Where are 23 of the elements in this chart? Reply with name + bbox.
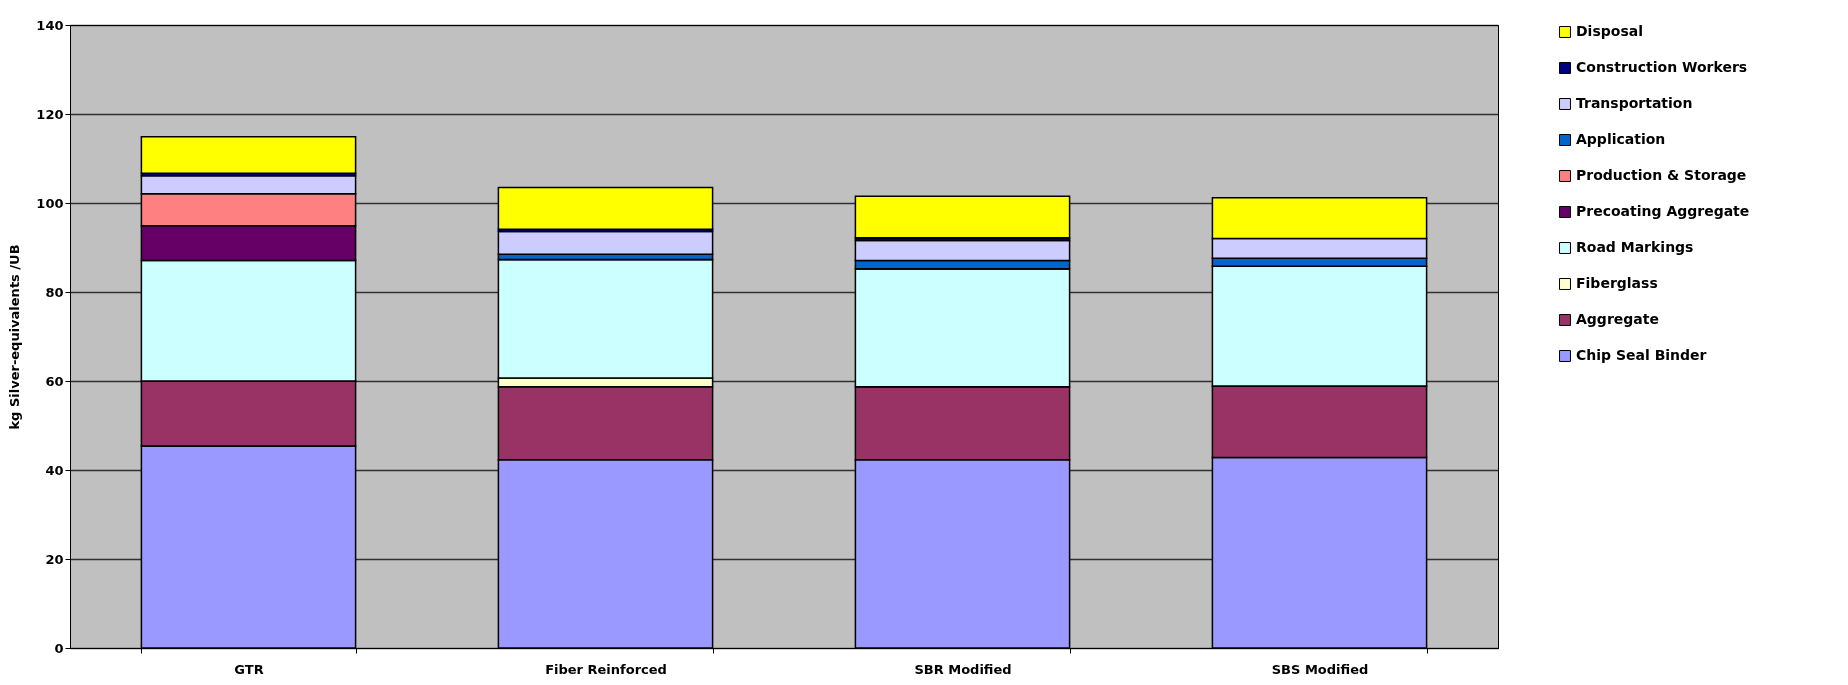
y-tick-label: 80 bbox=[45, 284, 64, 300]
y-tick-label: 60 bbox=[45, 373, 64, 389]
x-tick-label: Fiber Reinforced bbox=[545, 661, 667, 677]
x-tick-label: SBS Modified bbox=[1271, 661, 1369, 677]
legend-label: Disposal bbox=[1576, 23, 1643, 39]
y-axis-title: kg Silver-equivalents /UB bbox=[7, 244, 23, 430]
x-tick-label: GTR bbox=[234, 661, 264, 677]
legend-label: Chip Seal Binder bbox=[1576, 347, 1707, 363]
y-tick-label: 0 bbox=[54, 640, 64, 656]
y-tick-label: 100 bbox=[36, 195, 64, 211]
y-tick-label: 40 bbox=[45, 462, 64, 478]
legend-label: Construction Workers bbox=[1576, 59, 1748, 75]
x-tick-label: SBR Modified bbox=[914, 661, 1012, 677]
legend-label: Road Markings bbox=[1576, 239, 1694, 255]
legend-label: Transportation bbox=[1576, 95, 1693, 111]
legend-label: Fiberglass bbox=[1576, 275, 1658, 291]
y-tick-label: 140 bbox=[36, 17, 64, 33]
legend-label: Application bbox=[1576, 131, 1666, 147]
legend-label: Aggregate bbox=[1576, 311, 1659, 327]
legend-label: Precoating Aggregate bbox=[1576, 203, 1750, 219]
y-tick-label: 20 bbox=[45, 551, 64, 567]
y-tick-label: 120 bbox=[36, 106, 64, 122]
legend-label: Production & Storage bbox=[1576, 167, 1747, 183]
